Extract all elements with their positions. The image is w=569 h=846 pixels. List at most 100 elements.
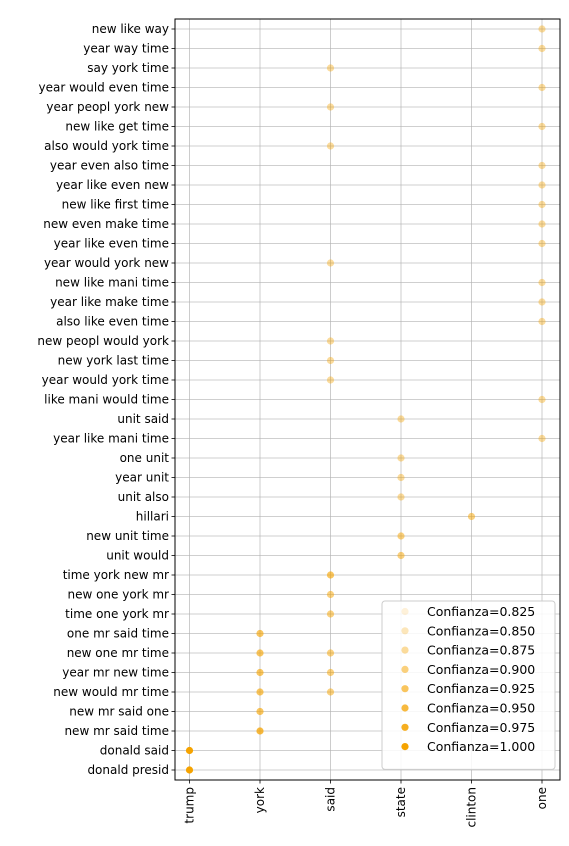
y-tick-label: year way time: [83, 42, 169, 56]
data-points: [185, 25, 546, 774]
y-tick-label: year would york new: [44, 256, 169, 270]
y-tick-label: say york time: [87, 61, 169, 75]
legend-box: [381, 600, 556, 770]
y-tick-label: one mr said time: [67, 627, 169, 641]
data-point: [326, 571, 335, 579]
x-tick-label: said: [324, 787, 338, 812]
y-tick-label: year like even new: [56, 178, 169, 192]
y-tick-label: donald said: [100, 744, 169, 758]
data-point: [538, 298, 546, 306]
data-point: [185, 766, 194, 774]
y-tick-label: one unit: [120, 451, 170, 465]
data-point: [326, 259, 335, 267]
legend-label: Confianza=0.825: [427, 604, 535, 619]
y-tick-label: year like mani time: [53, 432, 169, 446]
y-tick-label: new unit time: [86, 529, 169, 543]
y-tick-label: unit also: [118, 490, 169, 504]
y-tick-label: year would york time: [42, 373, 169, 387]
legend-marker: [401, 665, 409, 674]
legend-marker: [401, 743, 409, 751]
data-point: [326, 668, 335, 677]
x-tick-label: trump: [183, 787, 197, 824]
y-tick-label: also would york time: [44, 139, 169, 153]
legend-marker: [401, 723, 409, 731]
data-point: [326, 649, 335, 657]
data-point: [538, 25, 546, 33]
y-tick-label: new even make time: [43, 217, 169, 231]
y-tick-label: new york last time: [58, 354, 169, 368]
legend-marker: [401, 704, 409, 712]
data-point: [256, 688, 264, 696]
x-tick-label: state: [394, 787, 408, 817]
y-tick-label: time one york mr: [65, 607, 169, 621]
x-tick-label: york: [253, 787, 267, 813]
legend-label: Confianza=0.900: [427, 662, 535, 677]
y-axis-ticks: donald presid donald said new mr said time…: [37, 22, 175, 777]
data-point: [538, 317, 546, 326]
legend-label: Confianza=0.850: [427, 623, 535, 638]
y-tick-label: also like even time: [56, 315, 169, 329]
y-tick-label: new like first time: [62, 198, 169, 212]
y-tick-label: new like way: [92, 22, 169, 36]
y-tick-label: new like mani time: [55, 276, 169, 290]
y-tick-label: year mr new time: [62, 666, 169, 680]
legend-label: Confianza=0.950: [427, 701, 535, 716]
y-tick-label: year peopl york new: [46, 100, 169, 114]
data-point: [256, 707, 264, 716]
legend-label: Confianza=0.875: [427, 643, 535, 658]
data-point: [538, 181, 546, 189]
y-tick-label: year like make time: [50, 295, 169, 309]
y-tick-label: time york new mr: [63, 568, 169, 582]
data-point: [538, 220, 546, 228]
y-tick-label: year even also time: [50, 159, 169, 173]
y-tick-label: new peopl would york: [37, 334, 169, 348]
data-point: [326, 688, 335, 696]
data-point: [185, 746, 194, 755]
data-point: [538, 122, 546, 131]
legend-marker: [401, 646, 409, 654]
data-point: [326, 376, 335, 384]
y-tick-label: new would mr time: [53, 685, 169, 699]
y-tick-label: year like even time: [54, 237, 169, 251]
y-tick-label: like mani would time: [44, 393, 169, 407]
legend-marker: [401, 685, 409, 693]
data-point: [256, 668, 264, 677]
y-tick-label: unit said: [117, 412, 169, 426]
y-tick-label: new one york mr: [67, 588, 169, 602]
data-point: [397, 493, 405, 501]
data-point: [538, 161, 546, 170]
data-point: [326, 142, 335, 150]
x-tick-label: one: [535, 787, 549, 809]
data-point: [397, 415, 405, 423]
y-tick-label: unit would: [106, 549, 169, 563]
y-tick-label: donald presid: [87, 763, 169, 777]
data-point: [538, 434, 546, 443]
y-tick-label: year unit: [115, 471, 169, 485]
y-tick-label: hillari: [136, 510, 169, 524]
data-point: [256, 649, 264, 657]
y-tick-label: new like get time: [65, 120, 169, 134]
legend-label: Confianza=1.000: [427, 739, 535, 754]
legend-marker: [401, 627, 409, 635]
data-point: [326, 103, 335, 111]
legend-label: Confianza=0.925: [427, 681, 535, 696]
data-point: [326, 64, 335, 72]
data-point: [256, 629, 264, 638]
x-tick-label: clinton: [465, 787, 479, 828]
legend-label: Confianza=0.975: [427, 720, 535, 735]
y-tick-label: year would even time: [38, 81, 169, 95]
data-point: [326, 610, 335, 618]
data-point: [397, 473, 405, 482]
data-point: [538, 83, 546, 92]
data-point: [256, 727, 264, 735]
data-point: [397, 551, 405, 560]
y-tick-label: new mr said time: [64, 724, 169, 738]
data-point: [538, 395, 546, 404]
y-tick-label: new mr said one: [69, 705, 169, 719]
data-point: [397, 532, 405, 540]
data-point: [326, 590, 335, 599]
data-point: [538, 278, 546, 287]
data-point: [326, 337, 335, 345]
legend: Confianza=0.825 Confianza=0.850 Confianza=…: [381, 600, 556, 770]
data-point: [538, 239, 546, 248]
